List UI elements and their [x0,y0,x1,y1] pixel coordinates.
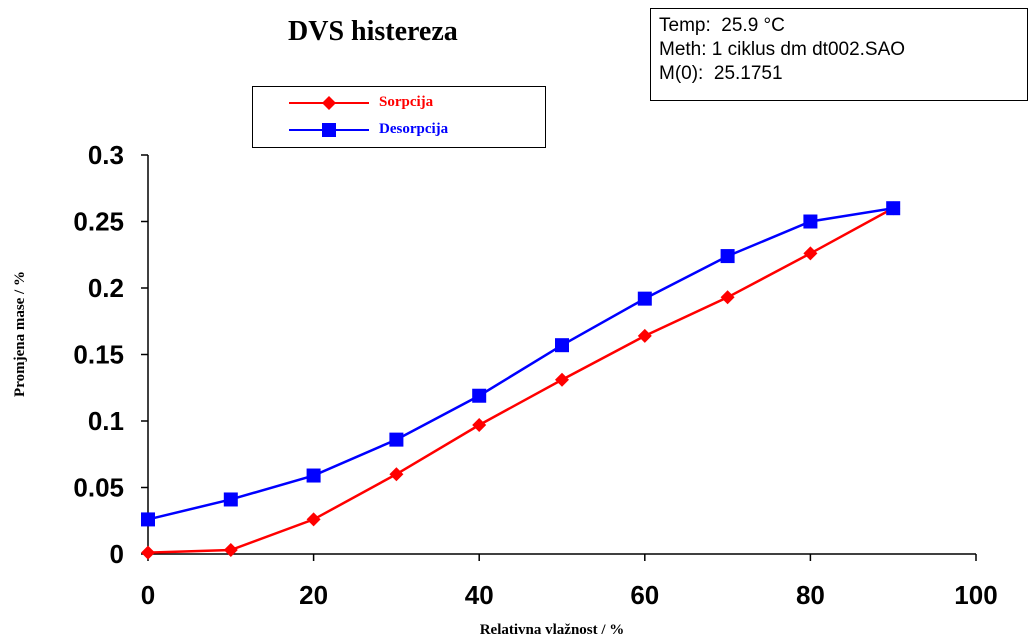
info-box: Temp: 25.9 °C Meth: 1 ciklus dm dt002.SA… [650,8,1028,101]
y-tick-label: 0.15 [73,340,124,370]
legend-label-desorpcija: Desorpcija [379,121,449,137]
data-point-desorpcija [472,388,487,403]
data-point-desorpcija [803,214,818,229]
data-point-desorpcija [555,338,569,353]
data-point-sorpcija [472,417,487,432]
data-point-sorpcija [555,372,569,387]
y-tick-label: 0.2 [88,273,124,303]
y-tick-label: 0.05 [73,473,124,503]
x-tick-label: 100 [954,580,997,610]
y-axis-label: Promjena mase / % [12,271,28,397]
data-point-desorpcija [223,492,238,507]
info-temp: Temp: 25.9 °C [659,15,785,36]
y-tick-label: 0.1 [88,406,124,436]
square-marker-icon [289,123,369,137]
legend-item-desorpcija: Desorpcija [253,118,545,142]
y-tick-label: 0 [110,539,124,569]
y-tick-label: 0.25 [73,207,124,237]
x-tick-label: 80 [796,580,825,610]
info-initial-mass: M(0): 25.1751 [659,63,783,84]
data-point-sorpcija [803,246,818,261]
diamond-marker-icon [289,96,369,110]
x-tick-label: 60 [630,580,659,610]
data-point-desorpcija [886,201,901,216]
data-point-desorpcija [389,432,404,447]
info-method: Meth: 1 ciklus dm dt002.SAO [659,39,906,60]
data-point-desorpcija [720,249,735,264]
legend-label-sorpcija: Sorpcija [379,94,434,110]
data-point-desorpcija [141,512,155,527]
data-point-sorpcija [637,328,652,343]
series-line-desorpcija [147,206,894,521]
x-tick-label: 0 [141,580,155,610]
chart-title: DVS histereza [288,16,458,47]
x-tick-label: 20 [299,580,328,610]
series-line-sorpcija [147,207,894,554]
data-point-sorpcija [720,290,735,305]
data-point-sorpcija [141,545,155,560]
data-point-desorpcija [637,291,652,306]
data-point-sorpcija [306,512,321,527]
x-axis-label: Relativna vlažnost / % [480,622,625,637]
data-point-desorpcija [306,468,321,483]
data-point-sorpcija [223,543,238,558]
legend: Sorpcija Desorpcija [252,86,546,148]
legend-item-sorpcija: Sorpcija [253,91,545,115]
x-tick-label: 40 [465,580,494,610]
data-point-sorpcija [389,467,404,482]
y-tick-label: 0.3 [88,140,124,170]
